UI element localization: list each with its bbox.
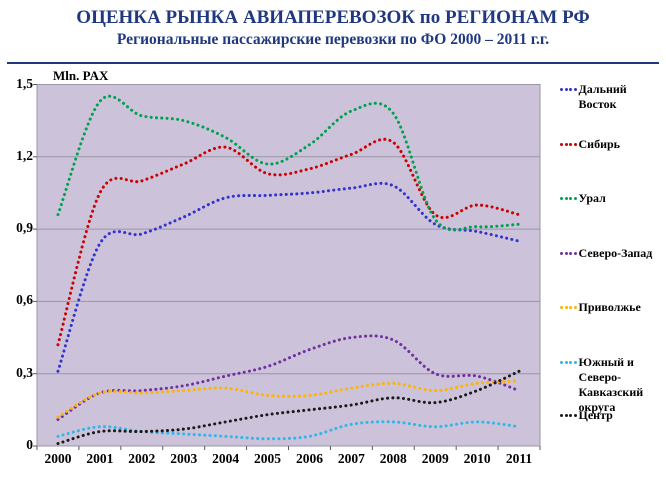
title-divider [7, 62, 659, 64]
series-curve-6 [56, 369, 521, 446]
legend-marker-dots-icon [560, 252, 577, 255]
x-tick-label: 2007 [337, 451, 365, 466]
y-tick-label: 0,6 [16, 292, 33, 308]
x-tick-label: 2003 [170, 451, 198, 466]
series-curve-2 [56, 94, 521, 232]
x-tick-label: 2005 [254, 451, 282, 466]
legend-marker-dots-icon [560, 414, 577, 417]
series-curve-1 [56, 137, 521, 347]
x-tick-label: 2004 [212, 451, 240, 466]
y-tick-label: 0,9 [16, 220, 33, 236]
x-tick-label: 2002 [128, 451, 156, 466]
legend-item-tsentr: Центр [560, 408, 664, 423]
legend-label: Северо-Запад [578, 246, 653, 260]
x-tick-label: 2001 [86, 451, 114, 466]
x-tick-label: 2010 [463, 451, 491, 466]
plot-area [37, 84, 540, 446]
legend-item-ural: Урал [560, 191, 664, 206]
legend-label: Дальний Восток [578, 82, 627, 111]
y-axis-units-label: Mln. PAX [53, 68, 109, 83]
legend-label: Приволжье [578, 300, 641, 314]
legend-marker-dots-icon [560, 88, 577, 91]
legend-marker-dots-icon [560, 197, 577, 200]
y-tick-label: 0,3 [16, 364, 33, 380]
legend-item-severo-zapad: Северо-Запад [560, 246, 664, 261]
legend-item-sibir: Сибирь [560, 137, 664, 152]
x-tick-label: 2008 [379, 451, 407, 466]
page-title: ОЦЕНКА РЫНКА АВИАПЕРЕВОЗОК по РЕГИОНАМ Р… [76, 7, 590, 28]
x-tick-label: 2009 [421, 451, 449, 466]
series-curve-5 [56, 420, 521, 441]
legend-label: Центр [578, 408, 613, 422]
series-curve-4 [56, 379, 521, 419]
y-tick-label: 1,2 [16, 147, 33, 163]
series-curve-0 [56, 181, 521, 373]
x-tick-label: 2011 [505, 451, 533, 466]
x-tick-label: 2000 [44, 451, 72, 466]
legend-item-yuzhny-severo-kavkazsky: Южный и Северо-Кавказский округа [560, 355, 664, 415]
legend-item-privolzhye: Приволжье [560, 300, 664, 315]
legend-label: Урал [578, 191, 606, 205]
legend-label: Южный и Северо-Кавказский округа [578, 355, 644, 414]
y-tick-label: 0 [26, 437, 33, 452]
legend-marker-dots-icon [560, 143, 577, 146]
page-subtitle: Региональные пассажирские перевозки по Ф… [116, 31, 550, 48]
series-curve-3 [56, 334, 521, 421]
y-tick-label: 1,5 [16, 75, 33, 91]
legend-label: Сибирь [578, 137, 621, 151]
legend-item-dalniy-vostok: Дальний Восток [560, 82, 664, 112]
x-tick-label: 2006 [295, 451, 323, 466]
legend-marker-dots-icon [560, 306, 577, 309]
legend-marker-dots-icon [560, 361, 577, 364]
